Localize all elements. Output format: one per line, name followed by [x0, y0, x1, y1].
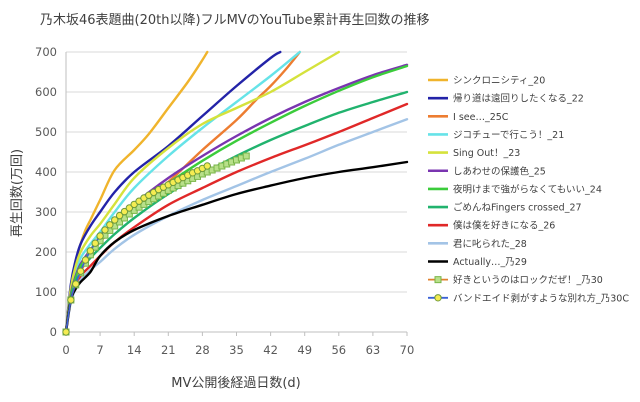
y-tick-label: 400	[35, 165, 57, 179]
legend: シンクロニシティ_20 帰り道は遠回りしたくなる_22 I see…_25C ジコチュ…	[428, 76, 629, 304]
series-line	[64, 50, 301, 334]
legend-label: バンドエイド剥がすような別れ方_乃30C	[453, 292, 629, 304]
x-tick-label: 21	[161, 343, 176, 357]
legend-item: シンクロニシティ_20	[428, 76, 545, 87]
y-tick-label: 700	[35, 45, 57, 59]
chart-title: 乃木坂46表題曲(20th以降)フルMVのYouTube累計再生回数の推移	[40, 12, 430, 28]
x-tick-label: 14	[127, 343, 142, 357]
legend-item: しあわせの保護色_25	[428, 165, 546, 177]
series-group	[62, 162, 211, 336]
data-point-marker	[434, 276, 442, 284]
data-point-marker	[120, 207, 129, 216]
y-tick-label: 300	[35, 205, 57, 219]
x-tick-label: 7	[96, 343, 103, 357]
x-tick-label: 28	[195, 343, 210, 357]
legend-label: Sing Out！_23	[453, 148, 520, 159]
y-tick-label: 100	[35, 285, 57, 299]
legend-label: 好きというのはロックだぜ！_乃30	[453, 274, 603, 286]
data-point-marker	[67, 296, 75, 304]
data-point-marker	[96, 232, 104, 240]
legend-label: 君に叱られた_28	[453, 239, 527, 250]
x-tick-label: 35	[229, 343, 244, 357]
legend-item: バンドエイド剥がすような別れ方_乃30C	[428, 292, 629, 304]
y-tick-label: 600	[35, 85, 57, 99]
legend-label: シンクロニシティ_20	[453, 76, 545, 87]
data-point-marker	[106, 221, 114, 229]
y-axis-title: 再生回数(万回)	[10, 149, 25, 237]
x-axis-tick-labels: 0 7 14 21 28 35 42 49 56 63 70	[62, 343, 414, 357]
legend-item: I see…_25C	[428, 112, 509, 123]
data-point-marker	[115, 211, 124, 220]
series-group	[62, 152, 250, 336]
data-point-marker	[76, 267, 85, 275]
data-point-marker	[72, 280, 80, 288]
legend-label: しあわせの保護色_25	[453, 165, 546, 177]
legend-item: ジコチューで行こう！_21	[428, 129, 564, 141]
legend-item: 帰り道は遠回りしたくなる_22	[428, 93, 584, 105]
x-tick-label: 63	[366, 343, 381, 357]
legend-item: Sing Out！_23	[428, 148, 520, 159]
legend-label: 帰り道は遠回りしたくなる_22	[453, 93, 584, 105]
legend-label: 僕は僕を好きになる_26	[453, 220, 555, 232]
y-tick-label: 200	[35, 245, 57, 259]
data-point-marker	[242, 152, 250, 160]
legend-item: 好きというのはロックだぜ！_乃30	[428, 274, 603, 286]
data-point-marker	[81, 256, 90, 264]
x-tick-label: 56	[331, 343, 346, 357]
x-tick-label: 49	[297, 343, 312, 357]
legend-item: ごめんねFingers crossed_27	[428, 202, 582, 214]
y-axis-tick-labels: 0 100 200 300 400 500 600 700	[35, 45, 57, 339]
x-axis-title: MV公開後経過日数(d)	[171, 376, 301, 391]
plot-series	[62, 50, 409, 336]
legend-item: 夜明けまで強がらなくてもいい_24	[428, 183, 602, 195]
series-group	[64, 50, 282, 334]
axes	[65, 52, 408, 336]
data-point-marker	[101, 226, 109, 234]
x-tick-label: 42	[263, 343, 278, 357]
series-group	[64, 50, 340, 334]
legend-label: ジコチューで行こう！_21	[453, 129, 564, 141]
y-tick-label: 0	[50, 325, 57, 339]
series-line	[64, 50, 340, 334]
series-group	[64, 50, 301, 334]
data-point-marker	[111, 216, 119, 224]
y-tick-label: 500	[35, 125, 57, 139]
legend-item: 君に叱られた_28	[428, 239, 527, 250]
x-tick-label: 70	[400, 343, 415, 357]
series-line	[64, 50, 282, 334]
legend-label: I see…_25C	[453, 112, 509, 123]
legend-label: Actually…_乃29	[453, 257, 527, 268]
data-point-marker	[125, 204, 134, 212]
data-point-marker	[62, 328, 70, 336]
data-point-marker	[203, 162, 211, 170]
data-point-marker	[91, 239, 99, 247]
data-point-marker	[86, 247, 95, 255]
legend-label: ごめんねFingers crossed_27	[453, 202, 582, 214]
legend-label: 夜明けまで強がらなくてもいい_24	[453, 183, 602, 195]
data-point-marker	[434, 294, 442, 302]
legend-item: Actually…_乃29	[428, 257, 527, 268]
legend-item: 僕は僕を好きになる_26	[428, 220, 555, 232]
x-tick-label: 0	[62, 343, 69, 357]
